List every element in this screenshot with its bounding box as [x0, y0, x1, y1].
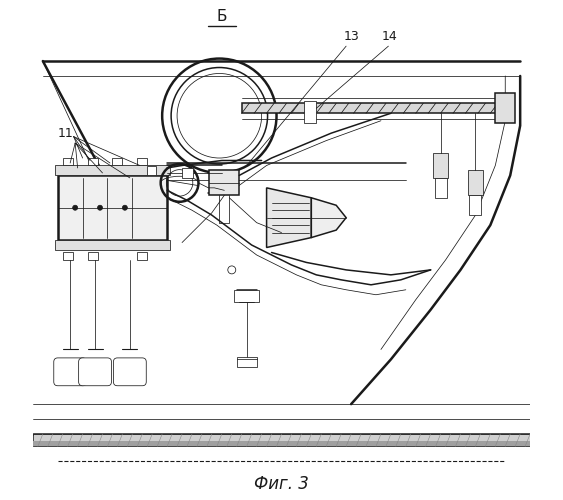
Bar [435, 178, 446, 198]
Bar [62, 252, 73, 260]
Polygon shape [267, 188, 311, 248]
FancyBboxPatch shape [79, 358, 111, 386]
Bar [88, 252, 97, 260]
FancyBboxPatch shape [113, 358, 146, 386]
Bar [33, 434, 530, 446]
Bar [304, 101, 316, 123]
Circle shape [228, 266, 236, 274]
Bar [88, 158, 97, 166]
Circle shape [122, 206, 127, 210]
Bar [242, 104, 510, 114]
Text: Фиг. 3: Фиг. 3 [254, 474, 309, 492]
Bar [209, 170, 239, 196]
Bar [33, 442, 530, 446]
Bar [137, 252, 148, 260]
Bar [470, 196, 481, 215]
Text: 13: 13 [343, 30, 359, 43]
Bar [433, 153, 448, 178]
Bar [468, 170, 483, 196]
Bar [55, 240, 169, 250]
Bar [495, 94, 515, 123]
Bar [148, 166, 156, 175]
Bar [237, 357, 257, 367]
Text: Б: Б [217, 9, 227, 24]
Text: 11: 11 [57, 126, 73, 140]
Polygon shape [311, 198, 346, 237]
Bar [137, 158, 148, 166]
Bar [55, 166, 169, 175]
FancyBboxPatch shape [54, 358, 87, 386]
Circle shape [97, 206, 102, 210]
Text: 14: 14 [382, 30, 398, 43]
Bar [234, 290, 259, 302]
Circle shape [73, 206, 78, 210]
Bar [182, 168, 193, 178]
Bar [58, 176, 167, 240]
Bar [113, 158, 122, 166]
Bar [62, 158, 73, 166]
